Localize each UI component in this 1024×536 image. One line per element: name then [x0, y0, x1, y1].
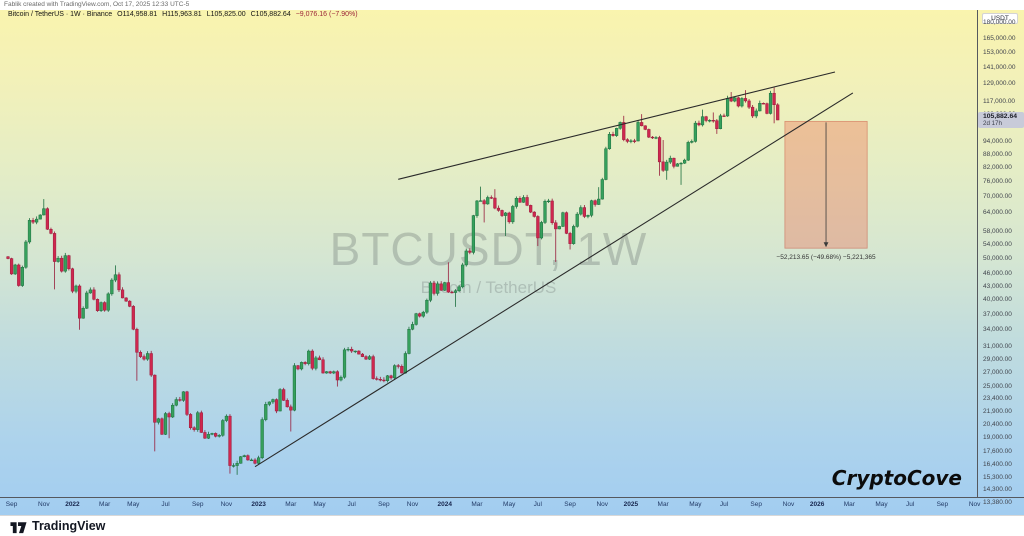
- time-tick-year: 2025: [623, 501, 639, 508]
- close-value: C105,882.64: [250, 11, 291, 18]
- price-tick: 54,000.00: [983, 240, 1012, 248]
- time-tick-month: May: [127, 501, 140, 508]
- time-tick-month: Sep: [750, 501, 763, 508]
- change-value: −9,076.16 (−7.90%): [295, 11, 358, 18]
- time-tick-month: Jul: [161, 501, 170, 508]
- time-tick-month: Nov: [782, 501, 795, 508]
- price-tick: 88,000.00: [983, 150, 1012, 158]
- price-tick: 64,000.00: [983, 209, 1012, 217]
- high-value: H115,963.81: [162, 11, 202, 18]
- time-tick-month: Sep: [378, 501, 390, 508]
- price-tick: 15,300.00: [983, 473, 1012, 481]
- time-tick-month: Mar: [471, 501, 483, 508]
- price-tick: 14,300.00: [983, 486, 1012, 494]
- time-tick-year: 2024: [437, 501, 452, 508]
- price-tick: 34,000.00: [983, 326, 1012, 334]
- time-tick-month: Sep: [5, 501, 18, 508]
- price-tick: 31,000.00: [983, 343, 1012, 351]
- price-tick: 46,000.00: [983, 270, 1012, 278]
- bar-countdown: 2d 17h: [983, 119, 1002, 127]
- last-price-label: 105,882.64 2d 17h: [978, 111, 1024, 128]
- price-tick: 153,000.00: [983, 48, 1016, 56]
- price-tick: 129,000.00: [983, 80, 1016, 88]
- price-tick: 82,000.00: [983, 163, 1012, 171]
- branding-bar: TradingView: [0, 515, 1024, 536]
- time-tick-month: May: [875, 501, 888, 508]
- price-tick: 13,380.00: [983, 498, 1012, 506]
- time-tick-month: Jul: [533, 501, 542, 508]
- price-tick: 17,600.00: [983, 447, 1012, 455]
- price-tick: 141,000.00: [983, 63, 1016, 71]
- price-tick: 50,000.00: [983, 255, 1012, 263]
- last-price-value: 105,882.64: [983, 112, 1018, 120]
- price-tick: 43,000.00: [983, 282, 1012, 290]
- symbol-legend: Bitcoin / TetherUS · 1W · Binance O114,9…: [8, 11, 358, 18]
- time-tick-month: Mar: [285, 501, 297, 508]
- attribution-bar: Fablik created with TradingView.com, Oct…: [0, 0, 1024, 10]
- time-tick-year: 2023: [251, 501, 266, 508]
- time-tick-month: Sep: [191, 501, 204, 508]
- price-tick: 27,000.00: [983, 368, 1012, 376]
- time-tick-month: Nov: [596, 501, 609, 508]
- currency-label: USDT: [982, 13, 1018, 24]
- time-tick-month: Jul: [719, 501, 729, 508]
- price-tick: 20,400.00: [983, 420, 1012, 428]
- time-tick-month: May: [313, 501, 326, 508]
- attribution-text: Fablik created with TradingView.com, Oct…: [4, 1, 190, 8]
- price-tick: 21,900.00: [983, 407, 1012, 415]
- time-tick-month: Nov: [968, 501, 981, 508]
- open-value: O114,958.81: [117, 11, 158, 18]
- time-tick-month: Mar: [843, 501, 855, 508]
- price-axis[interactable]: USDT 105,882.64 2d 17h 180,000.00 165,000…: [978, 10, 1024, 506]
- time-tick-month: May: [689, 501, 702, 508]
- price-tick: 117,000.00: [983, 98, 1016, 106]
- price-tick: 94,000.00: [983, 138, 1012, 146]
- time-tick-month: Nov: [38, 501, 50, 508]
- price-tick: 19,000.00: [983, 433, 1012, 441]
- tradingview-logo-icon[interactable]: [10, 519, 27, 534]
- time-tick-month: Nov: [406, 501, 419, 508]
- time-tick-month: Mar: [99, 501, 111, 508]
- time-tick-month: Sep: [936, 501, 949, 508]
- price-tick: 165,000.00: [983, 34, 1016, 42]
- price-tick: 70,000.00: [983, 192, 1012, 200]
- price-tick: 37,000.00: [983, 310, 1012, 318]
- time-tick-year: 2022: [65, 501, 80, 508]
- time-tick-month: Jul: [347, 501, 356, 508]
- price-tick: 23,400.00: [983, 395, 1012, 403]
- time-tick-month: May: [503, 501, 516, 508]
- time-tick-month: Mar: [657, 501, 669, 508]
- low-value: L105,825.00: [206, 11, 246, 18]
- channel-watermark: CryptoCove: [831, 466, 962, 490]
- time-tick-year: 2026: [809, 501, 825, 508]
- price-tick: 25,000.00: [983, 383, 1012, 391]
- time-tick-month: Sep: [564, 501, 576, 508]
- price-tick: 58,000.00: [983, 227, 1012, 235]
- tradingview-wordmark[interactable]: TradingView: [32, 519, 106, 533]
- price-tick: 40,000.00: [983, 296, 1012, 304]
- price-axis-border: [977, 10, 978, 497]
- price-tick: 16,400.00: [983, 460, 1012, 468]
- time-tick-month: Jul: [906, 501, 915, 508]
- symbol-description: Bitcoin / TetherUS · 1W · Binance: [8, 11, 113, 18]
- price-tick: 180,000.00: [983, 18, 1016, 26]
- time-tick-month: Nov: [220, 501, 233, 508]
- time-axis[interactable]: Sep Nov 2022 Mar May Jul Sep Nov 2023 Mar May Jul Se…: [0, 498, 981, 515]
- price-tick: 76,000.00: [983, 177, 1012, 185]
- price-range-label: −52,213.65 (−49.68%) −5,221,365: [776, 254, 876, 262]
- time-axis-border: [0, 497, 1024, 498]
- price-tick: 29,000.00: [983, 355, 1012, 363]
